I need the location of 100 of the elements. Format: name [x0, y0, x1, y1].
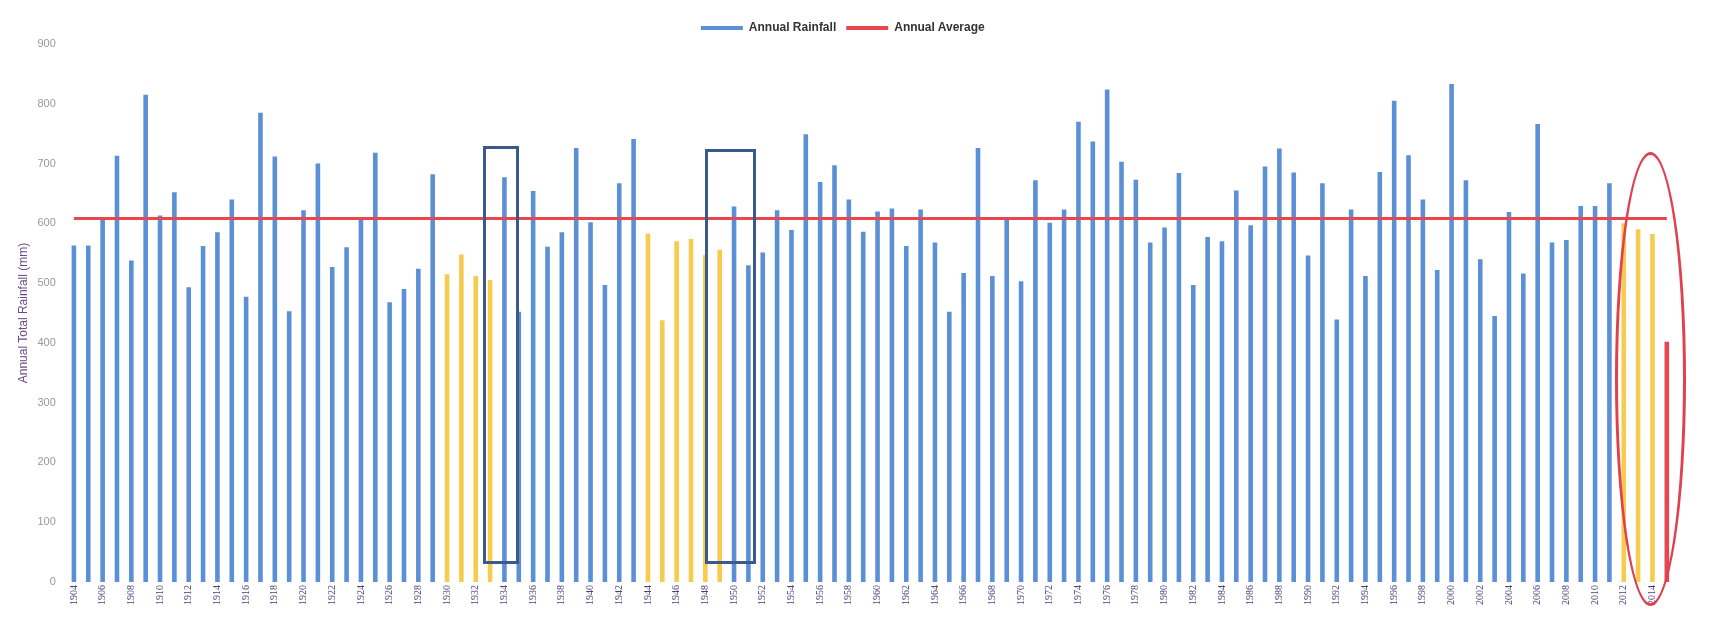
bar [1205, 237, 1210, 582]
bar [1291, 172, 1297, 582]
bar [832, 165, 837, 582]
x-tick-label: 1948 [698, 585, 710, 605]
bar [1607, 183, 1612, 582]
bar [1147, 242, 1153, 582]
bar [1521, 273, 1526, 582]
bar [1621, 223, 1627, 582]
x-tick-label: 1992 [1330, 585, 1342, 605]
bar [459, 254, 464, 582]
bar [215, 232, 220, 582]
bar [143, 94, 148, 582]
x-tick-label: 1994 [1359, 585, 1371, 605]
bar [329, 266, 335, 582]
x-tick-label: 1928 [411, 585, 423, 605]
x-tick-label: 2002 [1473, 585, 1485, 605]
bar [1277, 148, 1282, 582]
x-tick-label: 2010 [1588, 585, 1600, 605]
x-tick-label: 1936 [526, 585, 538, 605]
x-tick-label: 1916 [239, 585, 251, 605]
bar [1449, 84, 1454, 582]
x-tick-label: 1962 [899, 585, 911, 605]
x-tick-label: 1976 [1100, 585, 1112, 605]
x-tick-label: 1954 [785, 585, 797, 605]
bar [789, 229, 794, 582]
x-tick-label: 1988 [1272, 585, 1284, 605]
bar [1535, 124, 1540, 582]
bar [1004, 219, 1009, 582]
x-tick-label: 1990 [1301, 585, 1313, 605]
bar [947, 311, 952, 582]
bar [588, 222, 593, 582]
x-tick-label: 1922 [325, 585, 337, 605]
bar [1076, 121, 1081, 582]
x-tick-label: 1986 [1244, 585, 1256, 605]
x-tick-label: 1956 [813, 585, 825, 605]
bar [301, 210, 306, 582]
x-tick-label: 1912 [182, 585, 194, 605]
x-tick-label: 1914 [211, 585, 223, 605]
y-tick-label: 300 [37, 395, 56, 408]
bar [416, 268, 421, 582]
x-tick-label: 1918 [268, 585, 280, 605]
bar [430, 174, 435, 582]
y-tick-label: 500 [37, 276, 56, 289]
x-tick-label: 1952 [756, 585, 768, 605]
x-tick-label: 1904 [67, 585, 79, 605]
bar [1248, 225, 1253, 582]
y-tick-label: 600 [37, 216, 56, 229]
x-tick-label: 1974 [1072, 585, 1084, 605]
x-tick-label: 1920 [297, 585, 309, 605]
bar [1033, 180, 1038, 582]
bar [1334, 319, 1340, 582]
x-tick-label: 1966 [957, 585, 969, 605]
bar [1119, 161, 1124, 582]
y-tick-label: 900 [37, 37, 56, 50]
bar [1406, 155, 1411, 582]
bar [129, 260, 134, 582]
x-tick-label: 1984 [1215, 585, 1227, 605]
x-tick-label: 1942 [612, 585, 624, 605]
bar [918, 209, 923, 582]
bar [258, 112, 263, 582]
x-tick-label: 1934 [498, 585, 510, 605]
bar [1434, 269, 1440, 582]
x-tick-label: 1972 [1043, 585, 1055, 605]
bar [1578, 206, 1584, 582]
bar [1190, 284, 1196, 582]
y-tick-label: 800 [37, 96, 56, 109]
x-tick-label: 1910 [153, 585, 165, 605]
y-tick-label: 100 [37, 515, 56, 528]
bar [387, 302, 392, 582]
bar [875, 211, 880, 582]
bar [1564, 240, 1569, 582]
x-tick-label: 2008 [1560, 585, 1571, 605]
bar [372, 152, 378, 582]
y-tick-label: 0 [49, 575, 56, 588]
bar [229, 199, 235, 582]
x-tick-label: 1970 [1014, 585, 1026, 605]
x-tick-label: 1982 [1186, 585, 1198, 605]
y-tick-label: 400 [37, 335, 56, 348]
bar [616, 183, 622, 582]
bar [1320, 183, 1325, 582]
x-tick-label: 1964 [928, 585, 940, 605]
x-tick-label: 1908 [124, 585, 136, 605]
x-tick-label: 2004 [1502, 585, 1514, 605]
bar [961, 272, 966, 582]
x-tick-label: 1944 [641, 585, 653, 605]
bar [545, 246, 550, 582]
bar [1162, 227, 1167, 582]
bar [674, 241, 679, 582]
bar [473, 275, 479, 582]
x-tick-label: 1932 [469, 585, 481, 605]
x-tick-label: 1998 [1416, 585, 1428, 605]
legend-label: Annual Average [894, 20, 986, 35]
x-tick-label: 1960 [871, 585, 883, 605]
bar [1492, 315, 1497, 582]
legend-label: Annual Rainfall [748, 20, 837, 35]
x-tick-label: 1938 [555, 585, 567, 605]
bar [760, 252, 766, 582]
y-tick-label: 200 [37, 455, 56, 468]
bar [631, 139, 636, 582]
x-tick-label: 1940 [584, 585, 596, 605]
